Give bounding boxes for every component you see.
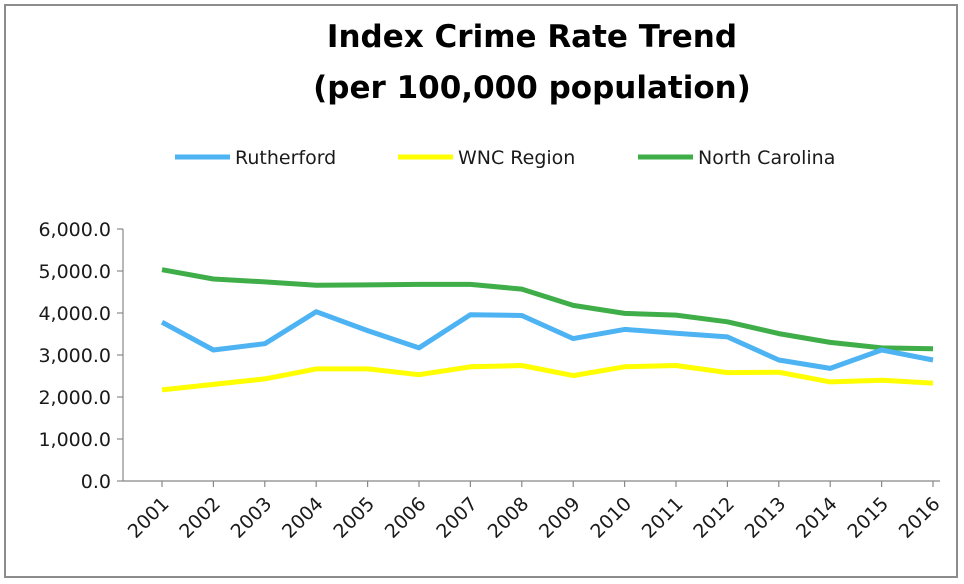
x-tick-label: 2001 [124, 493, 174, 543]
legend-label: WNC Region [458, 147, 575, 169]
series-line-wnc-region [161, 363, 934, 393]
x-tick-label: 2008 [484, 493, 534, 543]
x-tick-label: 2014 [792, 493, 842, 543]
x-tick-label: 2015 [843, 493, 893, 543]
chart-subtitle: (per 100,000 population) [313, 70, 751, 106]
y-tick-label: 0.0 [81, 471, 111, 493]
x-tick-label: 2009 [535, 493, 585, 543]
x-tick-label: 2012 [689, 493, 739, 543]
x-tick-label: 2004 [278, 493, 328, 543]
y-tick-label: 5,000.0 [38, 261, 111, 283]
series-line-north-carolina [161, 267, 934, 352]
y-axis-ticks: 0.0 1,000.0 2,000.0 3,000.0 4,000.0 5,000.0 6,… [38, 219, 123, 493]
y-tick-label: 3,000.0 [38, 345, 111, 367]
chart-title: Index Crime Rate Trend [327, 19, 737, 55]
chart-legend: Rutherford WNC Region North Carolina [175, 147, 835, 169]
y-tick-label: 2,000.0 [38, 387, 111, 409]
x-axis-ticks: 2001 2002 2003 2004 2005 2006 2007 2008 2009 2010… [124, 481, 945, 543]
x-tick-label: 2011 [638, 493, 688, 543]
legend-label: Rutherford [235, 147, 336, 169]
x-tick-label: 2002 [175, 493, 225, 543]
x-tick-label: 2010 [586, 493, 636, 543]
x-tick-label: 2016 [895, 493, 945, 543]
series-lines [160, 267, 934, 393]
x-tick-label: 2005 [329, 493, 379, 543]
y-tick-label: 1,000.0 [38, 429, 111, 451]
x-tick-label: 2003 [227, 493, 277, 543]
x-tick-label: 2007 [432, 493, 482, 543]
legend-item-rutherford: Rutherford [175, 147, 336, 169]
series-line-rutherford [160, 309, 934, 371]
chart-axes: 0.0 1,000.0 2,000.0 3,000.0 4,000.0 5,000.0 6,… [38, 219, 944, 543]
chart-frame [4, 4, 958, 578]
x-tick-label: 2006 [381, 493, 431, 543]
legend-label: North Carolina [698, 147, 835, 169]
y-tick-label: 6,000.0 [38, 219, 111, 241]
legend-item-north-carolina: North Carolina [638, 147, 835, 169]
x-tick-label: 2013 [741, 493, 791, 543]
y-tick-label: 4,000.0 [38, 303, 111, 325]
legend-item-wnc-region: WNC Region [398, 147, 575, 169]
